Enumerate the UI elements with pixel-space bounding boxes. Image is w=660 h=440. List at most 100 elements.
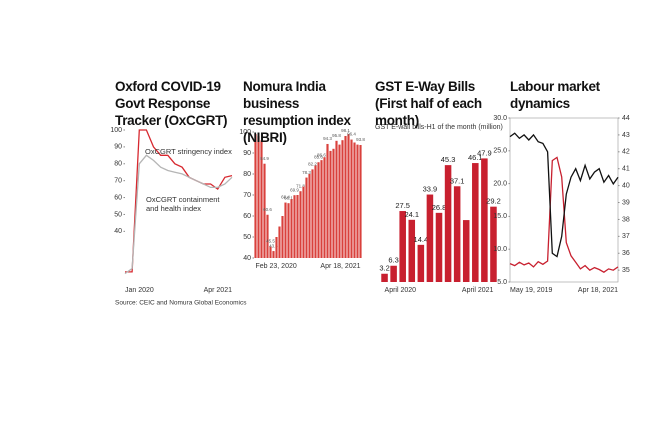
data-label: 95.8 [332,133,341,138]
chart-title: Nomura India business resumption index (… [243,79,351,145]
y-tick-label: 25.0 [493,148,507,155]
series-line [124,154,233,275]
chart-title: Labour market dynamics [510,79,600,111]
y-tick-label: 100 [239,129,251,136]
bar [359,145,362,258]
series-line [125,129,233,273]
y-tick-label: 90 [114,144,122,151]
bar [490,206,497,282]
data-label: 85.6 [314,154,323,159]
y-tick-label: 90 [243,150,251,157]
data-label: 26.8 [432,203,447,212]
data-label: 43.3 [269,243,278,248]
chart-subtitle: GST E-wall bills-H1 of the month (millio… [375,124,503,131]
y-tick-label: 20.0 [493,180,507,187]
bar [338,144,341,258]
data-label: 14.4 [414,235,429,244]
y-tick-label: 60 [114,194,122,201]
x-tick-label: Apr 18, 2021 [578,287,618,294]
annotation: OxCGRT containment and health index [146,195,220,213]
y-tick-label: 15.0 [493,213,507,220]
data-label: 47.9 [477,148,492,157]
y-tick-label: 50 [243,234,251,241]
x-tick-label: Jan 2020 [125,287,154,294]
bar [399,211,406,282]
y-tick-label: 40 [114,228,122,235]
data-label: 71.8 [296,183,305,188]
data-label: 96.4 [347,132,356,137]
bar [381,273,388,282]
chart-title: Oxford COVID-19 Govt Response Tracker (O… [115,79,228,128]
bar [287,203,290,258]
bar [281,216,284,258]
y-tick-label: 60 [243,213,251,220]
bar [417,244,425,282]
x-tick-label: May 19, 2019 [510,287,553,294]
data-label: 66.4 [281,195,290,200]
bar [302,186,305,258]
y2-tick-label: 39 [622,199,630,206]
data-label: 46.1 [468,153,483,162]
bar [278,226,281,258]
bar [435,212,443,282]
data-label: 66.1 [284,195,293,200]
annotation: OxCGRT stringency index [145,147,232,156]
data-label: 29.2 [486,197,501,206]
bar [275,237,278,258]
bar [317,162,320,258]
data-label: 94.3 [323,136,332,141]
y-tick-label: 80 [243,171,251,178]
bar [266,214,269,258]
x-tick-label: April 2021 [462,287,494,294]
y-tick-label: 5.0 [497,279,507,286]
y2-tick-label: 40 [622,182,630,189]
x-tick-label: April 2020 [385,287,417,294]
data-label: 86.6 [317,152,326,157]
bar [350,139,353,258]
bar [353,142,356,258]
x-tick-label: Feb 23, 2020 [256,263,297,270]
bar [299,191,302,258]
y-tick-label: 70 [243,192,251,199]
data-label: 24.1 [404,210,419,219]
y-tick-label: 30.0 [493,115,507,122]
x-tick-label: Apr 2021 [204,287,233,294]
bar [320,160,323,258]
y2-tick-label: 37 [622,233,630,240]
y-tick-label: 50 [114,211,122,218]
bar [263,163,266,258]
y-tick-label: 70 [114,178,122,185]
source: Source: CEIC and Nomura Global Economics [115,300,247,307]
data-label: 69.9 [290,187,299,192]
y-tick-label: 100 [110,127,122,134]
y2-tick-label: 36 [622,250,630,257]
data-label: 37.1 [450,176,465,185]
bar [323,157,326,258]
y2-tick-label: 35 [622,267,630,274]
bar [332,148,335,258]
bar [453,186,461,282]
bar [290,199,293,258]
bar [284,202,287,258]
data-label: 45.5 [266,239,275,244]
bar [293,195,296,258]
data-label: 93.8 [356,137,365,142]
data-label: 60.6 [263,207,272,212]
bar [308,174,311,258]
y2-tick-label: 44 [622,115,630,122]
bar [390,265,397,282]
y2-tick-label: 42 [622,149,630,156]
chart-title: GST E-Way Bills (First half of each mont… [375,79,482,128]
bar [260,140,263,258]
bar [305,177,308,258]
data-label: 27.5 [395,201,410,210]
bar [481,158,488,282]
y2-tick-label: 43 [622,132,630,139]
data-label: 6.3 [388,256,398,265]
bar [341,140,344,258]
y-tick-label: 40 [243,255,251,262]
bar [257,136,260,258]
series-line [509,132,619,258]
bar [356,144,359,258]
